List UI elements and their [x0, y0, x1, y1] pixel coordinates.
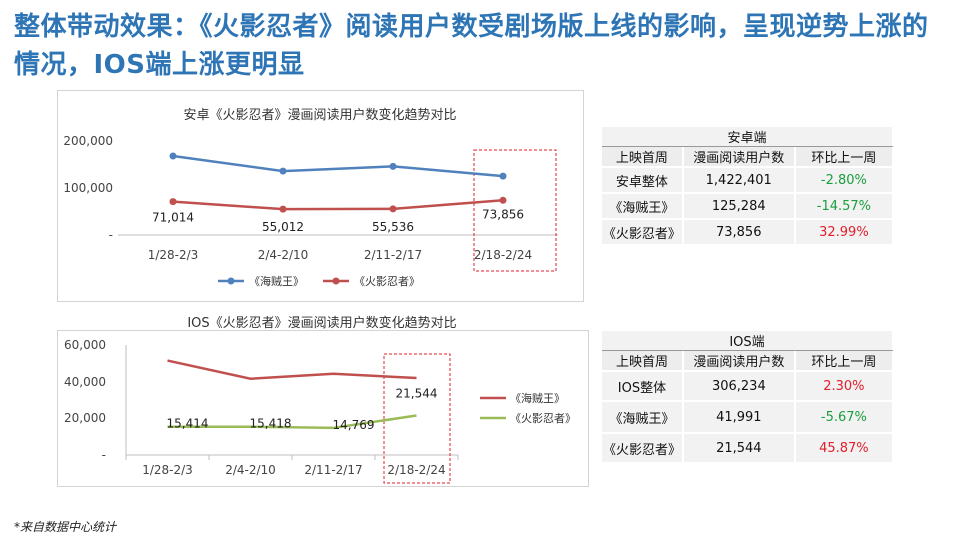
- y-tick-label: 100,000: [63, 181, 113, 195]
- y-tick-label: -: [102, 448, 106, 462]
- table-row: 《海贼王》 41,991 -5.67%: [602, 402, 894, 434]
- data-point: [279, 205, 287, 213]
- data-point: [499, 172, 507, 180]
- row-name: 《海贼王》: [602, 194, 684, 220]
- x-tick-label: 1/28-2/3: [142, 463, 193, 477]
- row-users: 21,544: [683, 434, 796, 464]
- x-tick-label: 2/4-2/10: [258, 248, 309, 262]
- x-tick-label: 1/28-2/3: [148, 248, 199, 262]
- series-line: [167, 359, 417, 380]
- col-header-week: 上映首周: [602, 351, 684, 372]
- legend-label: 《海贼王》: [249, 274, 304, 288]
- data-point: [169, 198, 177, 206]
- col-header-change: 环比上一周: [795, 351, 894, 372]
- x-tick-label: 2/11-2/17: [364, 248, 422, 262]
- data-label: 55,012: [262, 220, 304, 234]
- table-row: 安卓整体 1,422,401 -2.80%: [602, 168, 894, 194]
- ios-stats-table: IOS端 上映首周 漫画阅读用户数 环比上一周 IOS整体 306,234 2.…: [602, 331, 894, 464]
- highlight-box: [383, 353, 451, 484]
- table-row: 《火影忍者》 21,544 45.87%: [602, 434, 894, 464]
- ios-chart-panel: 60,000 40,000 20,000 - 1/28-2/3 2/4-2/10 2/11-…: [57, 330, 589, 487]
- y-tick-label: -: [109, 228, 113, 242]
- series-line: [172, 154, 504, 178]
- row-change: 45.87%: [795, 434, 894, 464]
- ios-chart-title-layer: IOS《火影忍者》漫画阅读用户数变化趋势对比: [187, 315, 456, 331]
- table-group-header: IOS端: [602, 331, 894, 351]
- data-label: 55,536: [372, 220, 414, 234]
- data-label: 21,544: [396, 387, 438, 401]
- data-label: 14,769: [333, 418, 375, 432]
- row-change: 2.30%: [795, 372, 894, 402]
- col-header-users: 漫画阅读用户数: [683, 147, 796, 168]
- data-label: 15,414: [167, 417, 209, 431]
- col-header-week: 上映首周: [602, 147, 684, 168]
- slide-title: 整体带动效果：《火影忍者》阅读用户数受剧场版上线的影响，呈现逆势上涨的情况，IO…: [14, 12, 929, 80]
- y-tick-label: 200,000: [63, 134, 113, 148]
- series-line: [167, 414, 417, 430]
- highlight-box: [473, 149, 557, 272]
- y-tick-label: 60,000: [64, 338, 106, 352]
- data-label: 71,014: [152, 211, 194, 225]
- row-change: -2.80%: [795, 168, 894, 194]
- row-users: 41,991: [683, 402, 796, 434]
- legend-label: 《海贼王》: [510, 391, 565, 405]
- data-point: [389, 205, 397, 213]
- legend-label: 《火影忍者》: [510, 412, 576, 425]
- series-line: [172, 199, 504, 211]
- row-users: 1,422,401: [683, 168, 796, 194]
- ios-line-chart: 60,000 40,000 20,000 - 1/28-2/3 2/4-2/10 2/11-…: [64, 338, 576, 484]
- row-change: -14.57%: [795, 194, 894, 220]
- row-users: 125,284: [683, 194, 796, 220]
- table-row: 《海贼王》 125,284 -14.57%: [602, 194, 894, 220]
- android-stats-table: 安卓端 上映首周 漫画阅读用户数 环比上一周 安卓整体 1,422,401 -2…: [602, 127, 894, 246]
- data-point: [499, 196, 507, 204]
- android-line-chart: 安卓《火影忍者》漫画阅读用户数变化趋势对比 200,000 100,000 - 1/28…: [63, 107, 558, 288]
- x-tick-label: 2/18-2/24: [387, 463, 445, 477]
- data-point: [169, 152, 177, 160]
- legend-label: 《火影忍者》: [354, 275, 420, 288]
- col-header-change: 环比上一周: [795, 147, 894, 168]
- col-header-users: 漫画阅读用户数: [683, 351, 796, 372]
- table-row: IOS整体 306,234 2.30%: [602, 372, 894, 402]
- android-chart-panel: 安卓《火影忍者》漫画阅读用户数变化趋势对比 200,000 100,000 - 1/28…: [57, 90, 584, 302]
- table-row: 《火影忍者》 73,856 32.99%: [602, 220, 894, 246]
- row-name: 《海贼王》: [602, 402, 684, 434]
- data-label: 73,856: [482, 207, 524, 221]
- row-name: 《火影忍者》: [602, 220, 684, 246]
- data-point: [279, 167, 287, 175]
- row-name: 《火影忍者》: [602, 434, 684, 464]
- chart-title: 安卓《火影忍者》漫画阅读用户数变化趋势对比: [183, 107, 456, 123]
- row-users: 306,234: [683, 372, 796, 402]
- table-group-header: 安卓端: [602, 127, 894, 147]
- x-tick-label: 2/4-2/10: [225, 463, 276, 477]
- ios-chart-title: IOS《火影忍者》漫画阅读用户数变化趋势对比: [187, 315, 456, 331]
- x-tick-label: 2/18-2/24: [474, 248, 532, 262]
- y-tick-label: 40,000: [64, 375, 106, 389]
- data-point: [389, 162, 397, 170]
- source-footnote: *来自数据中心统计: [14, 520, 117, 534]
- legend-marker: [332, 277, 340, 285]
- legend-marker: [227, 277, 235, 285]
- y-tick-label: 20,000: [64, 411, 106, 425]
- row-change: -5.67%: [795, 402, 894, 434]
- data-label: 15,418: [250, 417, 292, 431]
- row-users: 73,856: [683, 220, 796, 246]
- row-change: 32.99%: [795, 220, 894, 246]
- row-name: IOS整体: [602, 372, 684, 402]
- row-name: 安卓整体: [602, 168, 684, 194]
- x-tick-label: 2/11-2/17: [304, 463, 362, 477]
